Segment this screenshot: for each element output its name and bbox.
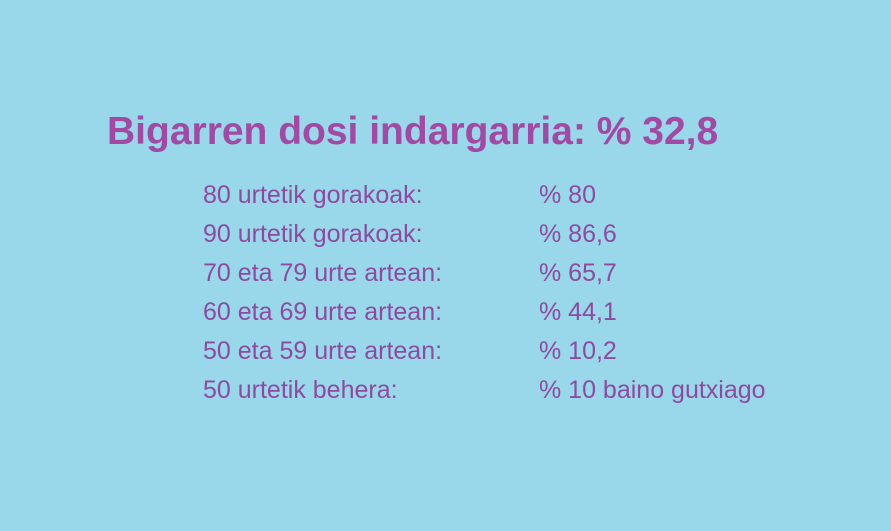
list-item: 50 eta 59 urte artean: % 10,2 xyxy=(203,332,843,371)
age-group-label: 80 urtetik gorakoak: xyxy=(203,181,423,209)
list-item: 60 eta 69 urte artean: % 44,1 xyxy=(203,293,843,332)
list-item: 50 urtetik behera: % 10 baino gutxiago xyxy=(203,371,843,410)
age-group-label: 90 urtetik gorakoak: xyxy=(203,220,423,248)
statistics-list: 80 urtetik gorakoak: % 80 90 urtetik gor… xyxy=(203,176,843,410)
age-group-label: 60 eta 69 urte artean: xyxy=(203,298,443,326)
percentage-value: % 65,7 xyxy=(539,259,617,287)
percentage-value: % 80 xyxy=(539,181,596,209)
percentage-value: % 44,1 xyxy=(539,298,617,326)
age-group-label: 50 urtetik behera: xyxy=(203,376,398,404)
percentage-value: % 10 baino gutxiago xyxy=(539,376,766,404)
list-item: 70 eta 79 urte artean: % 65,7 xyxy=(203,254,843,293)
list-item: 80 urtetik gorakoak: % 80 xyxy=(203,176,843,215)
percentage-value: % 10,2 xyxy=(539,337,617,365)
age-group-label: 50 eta 59 urte artean: xyxy=(203,337,443,365)
list-item: 90 urtetik gorakoak: % 86,6 xyxy=(203,215,843,254)
age-group-label: 70 eta 79 urte artean: xyxy=(203,259,443,287)
percentage-value: % 86,6 xyxy=(539,220,617,248)
page-title: Bigarren dosi indargarria: % 32,8 xyxy=(107,110,719,153)
